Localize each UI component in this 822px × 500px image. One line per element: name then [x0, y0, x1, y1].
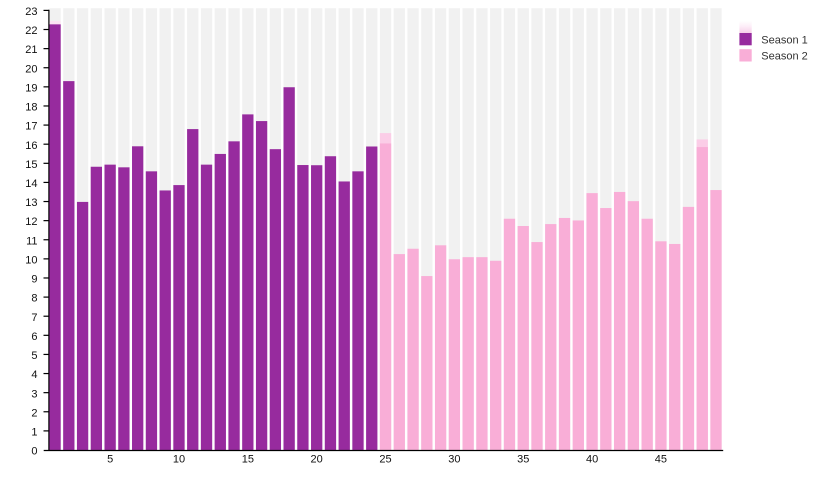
svg-text:40: 40 [586, 454, 598, 466]
svg-text:14: 14 [25, 178, 37, 190]
svg-text:21: 21 [25, 44, 37, 56]
svg-text:20: 20 [311, 454, 323, 466]
svg-text:18: 18 [25, 102, 37, 114]
svg-text:0: 0 [31, 446, 37, 458]
svg-text:5: 5 [31, 350, 37, 362]
svg-text:35: 35 [517, 454, 529, 466]
svg-text:8: 8 [31, 293, 37, 305]
svg-text:19: 19 [25, 82, 37, 94]
svg-text:2: 2 [31, 407, 37, 419]
svg-text:5: 5 [107, 454, 113, 466]
svg-text:9: 9 [31, 274, 37, 286]
svg-text:23: 23 [25, 6, 37, 18]
svg-text:4: 4 [31, 369, 37, 381]
svg-text:13: 13 [25, 197, 37, 209]
svg-text:6: 6 [31, 331, 37, 343]
svg-text:Season 1: Season 1 [761, 34, 807, 46]
svg-text:15: 15 [25, 159, 37, 171]
svg-text:11: 11 [26, 235, 37, 247]
svg-text:16: 16 [25, 140, 37, 152]
svg-text:15: 15 [242, 454, 254, 466]
svg-text:17: 17 [25, 121, 37, 133]
svg-text:45: 45 [655, 454, 667, 466]
svg-text:30: 30 [448, 454, 460, 466]
svg-text:20: 20 [25, 63, 37, 75]
svg-text:10: 10 [25, 254, 37, 266]
svg-text:22: 22 [25, 25, 37, 37]
svg-text:12: 12 [25, 216, 37, 228]
svg-text:1: 1 [31, 426, 37, 438]
svg-text:25: 25 [379, 454, 391, 466]
svg-text:7: 7 [31, 312, 37, 324]
svg-text:3: 3 [31, 388, 37, 400]
svg-text:10: 10 [173, 454, 185, 466]
svg-text:Season 2: Season 2 [761, 51, 807, 63]
